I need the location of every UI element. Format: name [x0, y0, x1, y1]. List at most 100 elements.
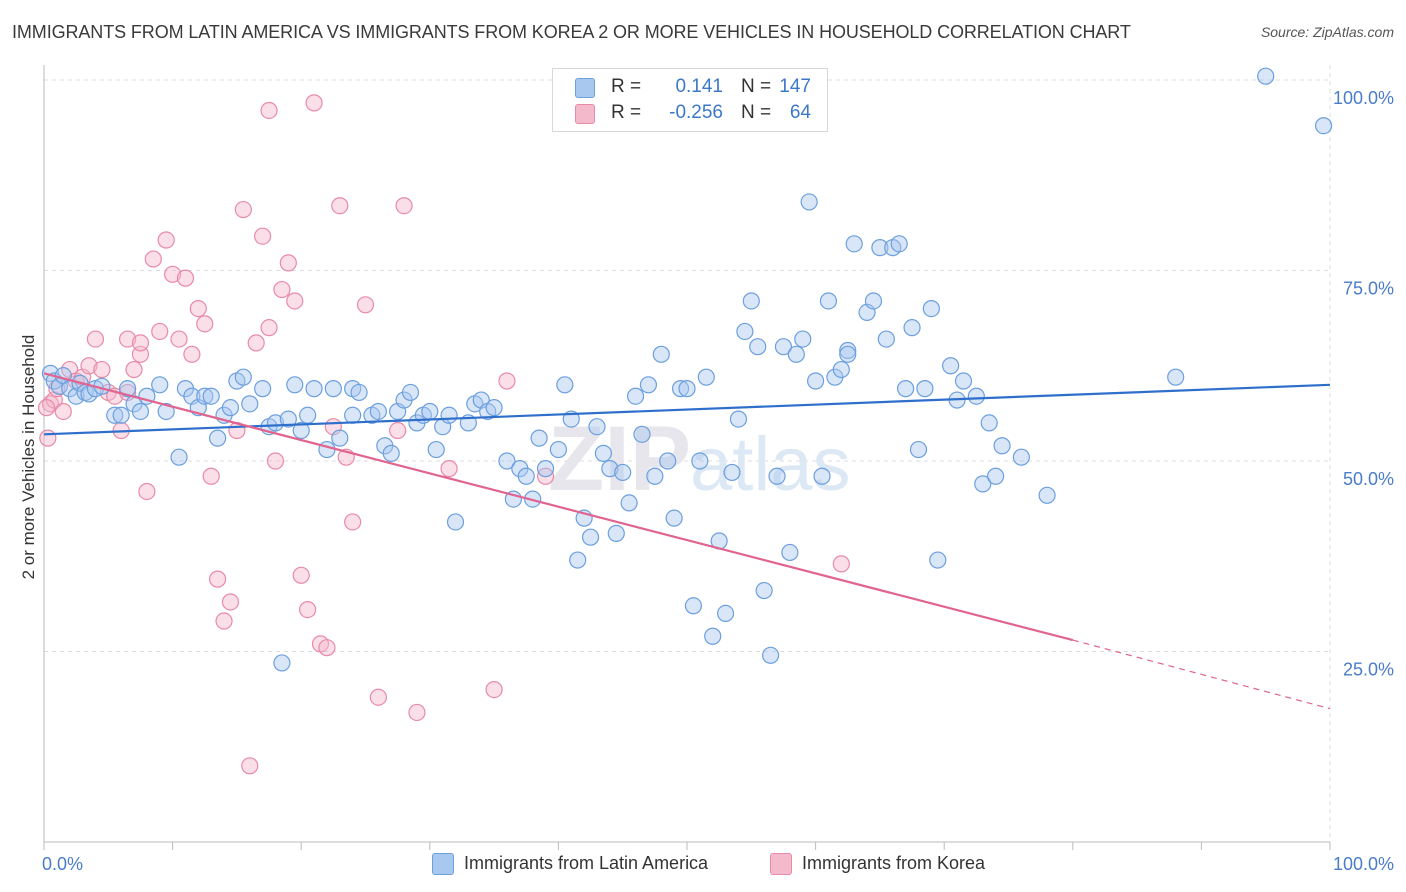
y-tick-label: 25.0%: [1343, 660, 1394, 680]
latin-america-point: [266, 414, 285, 432]
trend-lines: [43, 372, 1331, 710]
latin-america-point: [530, 429, 548, 447]
korea-point: [266, 452, 285, 470]
latin-america-point: [787, 345, 805, 363]
latin-america-point: [716, 604, 735, 623]
latin-america-point: [671, 380, 690, 398]
korea-point: [273, 280, 291, 299]
korea-point: [305, 94, 323, 112]
korea-trend-line: [43, 372, 1074, 642]
y-tick-labels: 25.0% 50.0% 75.0% 100.0%: [1333, 88, 1394, 680]
latin-america-point: [909, 440, 928, 459]
latin-america-point: [485, 399, 503, 417]
legend-r-label: R =: [611, 102, 642, 123]
latin-america-point: [421, 402, 439, 421]
latin-america-point: [691, 452, 709, 470]
latin-america-point: [980, 414, 998, 432]
latin-america-point: [569, 551, 587, 569]
bottom-legend-label: Immigrants from Korea: [802, 853, 986, 873]
latin-america-point: [633, 425, 651, 443]
latin-america-point: [736, 322, 754, 341]
latin-america-point: [331, 429, 349, 447]
latin-america-point: [170, 448, 188, 466]
korea-point: [86, 330, 105, 348]
latin-america-point: [761, 646, 780, 664]
chart-title: IMMIGRANTS FROM LATIN AMERICA VS IMMIGRA…: [12, 22, 1131, 42]
x-tick-labels: 0.0% 100.0%: [42, 854, 1394, 874]
latin-america-point: [67, 387, 85, 405]
latin-america-trend-line: [43, 383, 1331, 436]
latin-america-point: [1167, 368, 1185, 386]
latin-america-point: [967, 387, 985, 405]
latin-america-point: [112, 406, 130, 424]
latin-america-point: [877, 330, 895, 348]
latin-america-point: [774, 338, 793, 356]
latin-america-point: [781, 543, 799, 562]
latin-america-point: [607, 524, 625, 542]
latin-america-point: [318, 440, 336, 459]
latin-america-point: [498, 452, 516, 470]
korea-trend-extension: [1072, 639, 1331, 710]
korea-point: [247, 334, 265, 352]
korea-point: [189, 300, 207, 318]
korea-point: [292, 566, 310, 584]
x-tick-label: 100.0%: [1333, 854, 1394, 874]
legend-n-value: 147: [779, 76, 811, 97]
korea-point: [234, 200, 252, 219]
latin-america-point: [202, 387, 220, 405]
korea-point: [118, 330, 137, 348]
korea-point: [196, 315, 214, 333]
korea-point: [183, 345, 201, 363]
latin-america-point: [916, 380, 934, 398]
latin-america-point: [549, 440, 568, 459]
latin-america-point: [659, 452, 677, 470]
legend-swatch-blue: [575, 78, 595, 98]
x-tick-label: 0.0%: [42, 854, 83, 874]
korea-point: [408, 703, 426, 722]
latin-america-point: [234, 368, 252, 386]
latin-america-point: [382, 444, 400, 462]
latin-america-point: [832, 360, 850, 379]
latin-america-point: [601, 460, 619, 478]
korea-point: [286, 292, 304, 310]
y-tick-label: 50.0%: [1343, 469, 1394, 489]
korea-point: [170, 330, 188, 348]
korea-point: [176, 269, 195, 287]
korea-point: [331, 197, 349, 215]
latin-america-point: [806, 372, 825, 390]
latin-america-point: [350, 383, 368, 402]
latin-america-point: [987, 467, 1005, 485]
axes: [43, 65, 1331, 850]
korea-point: [299, 600, 317, 619]
korea-point: [389, 421, 407, 440]
y-tick-label: 75.0%: [1343, 279, 1394, 299]
latin-america-point: [652, 345, 670, 363]
latin-america-point: [279, 410, 297, 428]
korea-point: [80, 357, 98, 375]
latin-america-point: [369, 402, 387, 421]
latin-america-point: [221, 399, 240, 417]
latin-america-point: [819, 292, 838, 310]
latin-america-point: [118, 380, 137, 398]
latin-america-point: [324, 380, 342, 398]
latin-america-point: [684, 597, 703, 615]
korea-point: [93, 360, 111, 379]
korea-point: [138, 482, 156, 501]
latin-america-point: [344, 406, 362, 424]
latin-america-point: [209, 429, 227, 447]
latin-america-point: [196, 387, 214, 405]
korea-point: [215, 612, 233, 630]
latin-america-point: [614, 463, 632, 482]
korea-point: [209, 570, 227, 588]
latin-america-point: [299, 406, 317, 424]
latin-america-point: [581, 528, 600, 546]
latin-america-point: [401, 383, 420, 402]
korea-point: [498, 372, 516, 390]
latin-america-point: [929, 551, 947, 569]
latin-america-point: [839, 345, 857, 363]
stats-legend: R = 0.141 N = 147 R = -0.256 N = 64: [552, 68, 828, 132]
latin-america-point: [704, 627, 722, 645]
latin-america-point: [427, 440, 445, 459]
latin-america-point: [517, 467, 535, 485]
latin-america-point: [588, 418, 606, 436]
